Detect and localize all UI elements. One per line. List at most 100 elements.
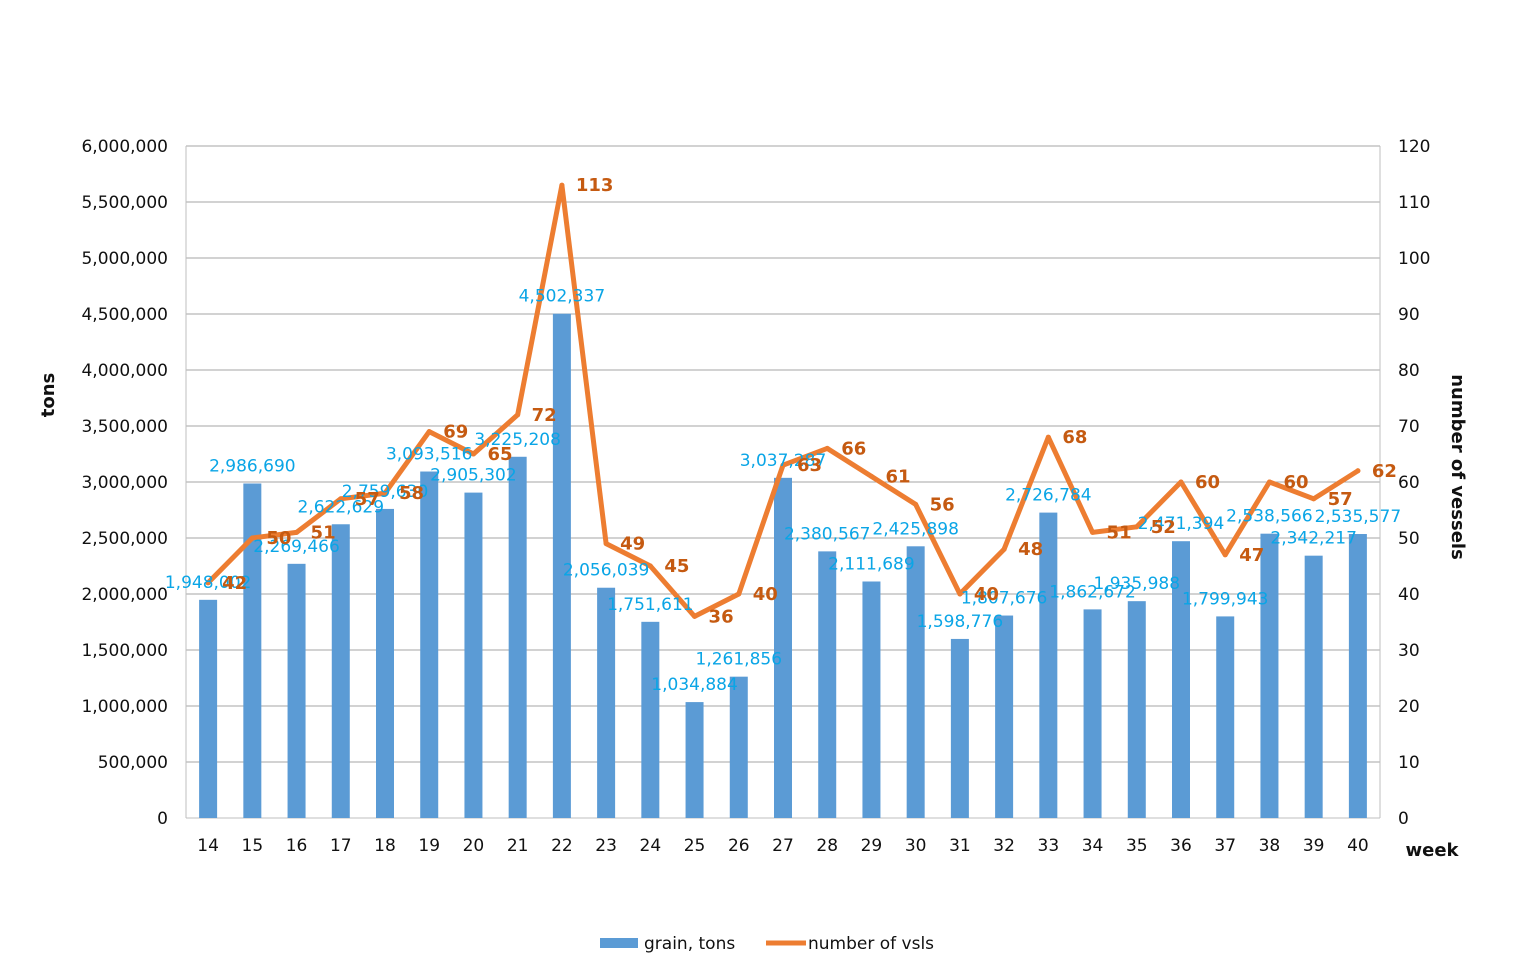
- line-point-week-25: [692, 613, 698, 619]
- bar-week-39: [1304, 555, 1323, 818]
- bar-week-38: [1260, 533, 1279, 818]
- x-tick-label: 26: [728, 836, 750, 856]
- line-value-label: 113: [576, 175, 614, 196]
- line-value-label: 63: [797, 455, 822, 476]
- line-point-week-32: [1001, 546, 1007, 552]
- x-tick-label: 16: [286, 836, 308, 856]
- bar-value-label: 1,261,856: [696, 650, 783, 670]
- line-point-week-17: [338, 496, 344, 502]
- x-tick-label: 30: [905, 836, 927, 856]
- x-tick-label: 39: [1303, 836, 1325, 856]
- line-point-week-27: [780, 462, 786, 468]
- bar-value-label: 1,799,943: [1182, 589, 1269, 609]
- x-tick-label: 23: [595, 836, 617, 856]
- left-tick-label: 4,500,000: [81, 305, 168, 325]
- bar-value-label: 2,535,577: [1315, 507, 1402, 527]
- bar-week-36: [1172, 541, 1190, 818]
- left-tick-label: 1,500,000: [81, 641, 168, 661]
- bar-week-28: [818, 551, 837, 818]
- right-axis-ticks: 0 10 20 30 40 50 60 70 80 90 100 110 120: [1398, 137, 1430, 829]
- y-axis-title: tons: [38, 373, 59, 418]
- line-point-week-16: [294, 529, 300, 535]
- bar-week-37: [1216, 616, 1235, 818]
- bar-week-29: [862, 581, 881, 818]
- right-tick-label: 30: [1398, 641, 1420, 661]
- bar-value-label: 2,380,567: [784, 524, 871, 544]
- bar-week-31: [950, 638, 969, 818]
- right-tick-label: 10: [1398, 753, 1420, 773]
- left-tick-label: 0: [157, 809, 168, 829]
- line-point-week-15: [249, 535, 255, 541]
- line-value-label: 45: [664, 556, 689, 577]
- line-value-label: 57: [355, 489, 380, 510]
- x-tick-label: 27: [772, 836, 794, 856]
- line-value-label: 62: [1372, 461, 1397, 482]
- line-value-label: 36: [709, 606, 734, 627]
- bar-week-17: [331, 524, 350, 818]
- bar-week-24: [641, 621, 660, 818]
- line-point-week-26: [736, 591, 742, 597]
- line-value-label: 57: [1328, 489, 1353, 510]
- right-tick-label: 90: [1398, 305, 1420, 325]
- bar-value-label: 2,056,039: [563, 561, 650, 581]
- left-tick-label: 2,000,000: [81, 585, 168, 605]
- line-point-week-36: [1178, 479, 1184, 485]
- line-value-label: 69: [443, 422, 468, 443]
- bar-value-label: 1,598,776: [917, 612, 1004, 632]
- line-value-label: 60: [1283, 472, 1308, 493]
- line-value-label: 49: [620, 534, 645, 555]
- legend-line-label: number of vsls: [808, 934, 934, 954]
- line-series: [205, 182, 1361, 619]
- bar-value-label: 4,502,337: [519, 287, 606, 307]
- line-point-week-28: [824, 445, 830, 451]
- bar-week-40: [1348, 534, 1367, 818]
- bar-week-21: [508, 456, 527, 818]
- bar-week-19: [420, 471, 439, 818]
- bar-week-34: [1083, 609, 1102, 818]
- bar-value-label: 2,425,898: [872, 519, 959, 539]
- bar-value-label: 2,986,690: [209, 456, 296, 476]
- bar-week-35: [1127, 601, 1146, 818]
- line-value-label: 60: [1195, 472, 1220, 493]
- bar-value-label: 1,751,611: [607, 595, 694, 615]
- right-tick-label: 0: [1398, 809, 1409, 829]
- line-value-label: 47: [1239, 545, 1264, 566]
- line-point-week-20: [470, 451, 476, 457]
- left-axis-ticks: 0 500,000 1,000,000 1,500,000 2,000,000 2,500…: [81, 137, 168, 829]
- left-tick-label: 5,000,000: [81, 249, 168, 269]
- x-tick-label: 28: [816, 836, 838, 856]
- x-tick-label: 24: [640, 836, 662, 856]
- line-value-label: 68: [1062, 427, 1087, 448]
- bar-value-label: 1,034,884: [651, 675, 738, 695]
- right-tick-label: 50: [1398, 529, 1420, 549]
- bar-value-label: 2,471,394: [1138, 514, 1225, 534]
- x-tick-label: 31: [949, 836, 971, 856]
- left-tick-label: 6,000,000: [81, 137, 168, 157]
- x-tick-label: 37: [1214, 836, 1236, 856]
- right-tick-label: 60: [1398, 473, 1420, 493]
- bar-week-20: [464, 492, 483, 818]
- legend-bar-label: grain, tons: [644, 934, 735, 954]
- line-point-week-35: [1134, 524, 1140, 530]
- line-point-week-37: [1222, 552, 1228, 558]
- line-value-label: 72: [532, 405, 557, 426]
- x-tick-label: 21: [507, 836, 529, 856]
- x-tick-label: 33: [1038, 836, 1060, 856]
- right-tick-label: 40: [1398, 585, 1420, 605]
- line-point-week-38: [1266, 479, 1272, 485]
- x-axis-title: week: [1405, 840, 1459, 861]
- line-value-label: 48: [1018, 539, 1043, 560]
- x-axis-ticks: 14 15 16 17 18 19 20 21 22 23 24 25 26 27 28 29 30 31 32 33…: [197, 836, 1368, 856]
- x-tick-label: 29: [861, 836, 883, 856]
- bar-value-label: 3,225,208: [474, 430, 561, 450]
- x-tick-label: 17: [330, 836, 352, 856]
- line-point-week-14: [205, 580, 211, 586]
- left-tick-label: 3,000,000: [81, 473, 168, 493]
- bar-week-22: [552, 313, 571, 818]
- bar-value-label: 2,905,302: [430, 466, 517, 486]
- bar-week-32: [995, 615, 1014, 818]
- bar-week-25: [685, 702, 704, 818]
- x-tick-label: 35: [1126, 836, 1148, 856]
- bar-week-33: [1039, 512, 1058, 818]
